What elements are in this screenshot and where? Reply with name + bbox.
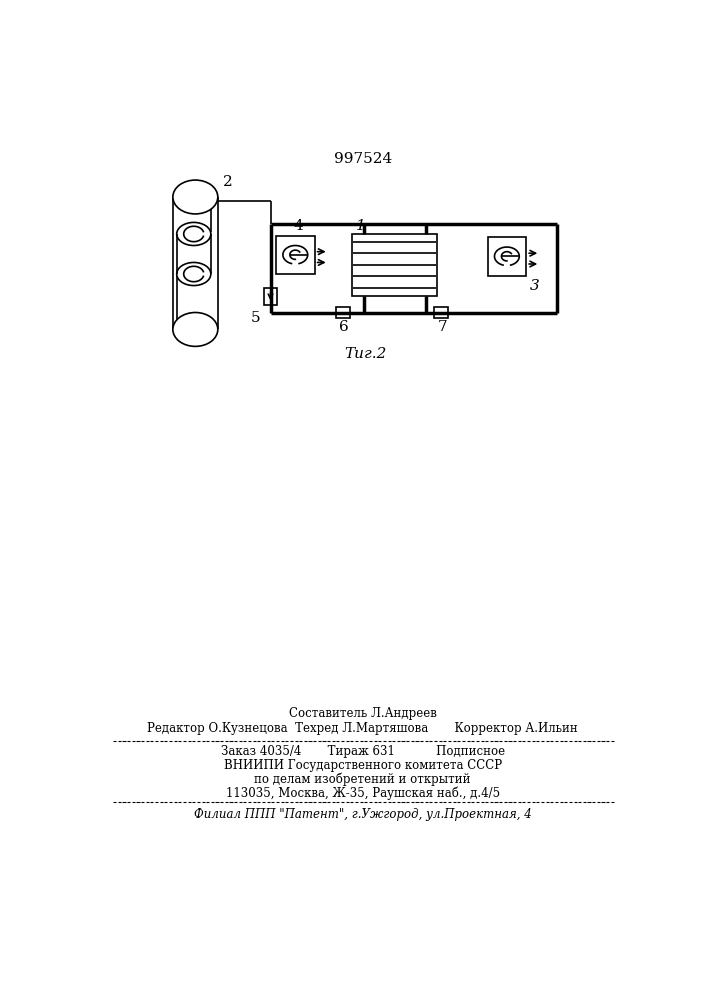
Text: Τиг.2: Τиг.2 <box>344 347 387 361</box>
Text: Редактор О.Кузнецова  Техред Л.Мартяшова       Корректор А.Ильин: Редактор О.Кузнецова Техред Л.Мартяшова … <box>147 722 578 735</box>
Text: 113035, Москва, Ж-35, Раушская наб., д.4/5: 113035, Москва, Ж-35, Раушская наб., д.4… <box>226 787 500 800</box>
Text: 5: 5 <box>251 311 261 325</box>
Text: 997524: 997524 <box>334 152 392 166</box>
Text: 6: 6 <box>339 320 349 334</box>
Bar <box>336 307 349 318</box>
Text: Филиал ППП "Патент", г.Ужгород, ул.Проектная, 4: Филиал ППП "Патент", г.Ужгород, ул.Проек… <box>194 808 532 821</box>
Text: 3: 3 <box>530 279 540 293</box>
Bar <box>276 235 315 274</box>
Text: 7: 7 <box>438 320 448 334</box>
Bar <box>434 307 448 318</box>
Text: 2: 2 <box>223 175 232 189</box>
Text: ВНИИПИ Государственного комитета СССР: ВНИИПИ Государственного комитета СССР <box>223 759 502 772</box>
Ellipse shape <box>173 312 218 346</box>
Text: 1: 1 <box>356 219 366 233</box>
Text: Составитель Л.Андреев: Составитель Л.Андреев <box>288 707 437 720</box>
Text: Заказ 4035/4       Тираж 631           Подписное: Заказ 4035/4 Тираж 631 Подписное <box>221 745 505 758</box>
Bar <box>488 237 526 276</box>
Bar <box>264 288 276 305</box>
Text: по делам изобретений и открытий: по делам изобретений и открытий <box>255 773 471 786</box>
Ellipse shape <box>173 180 218 214</box>
Bar <box>352 234 437 296</box>
Text: 4: 4 <box>293 219 303 233</box>
